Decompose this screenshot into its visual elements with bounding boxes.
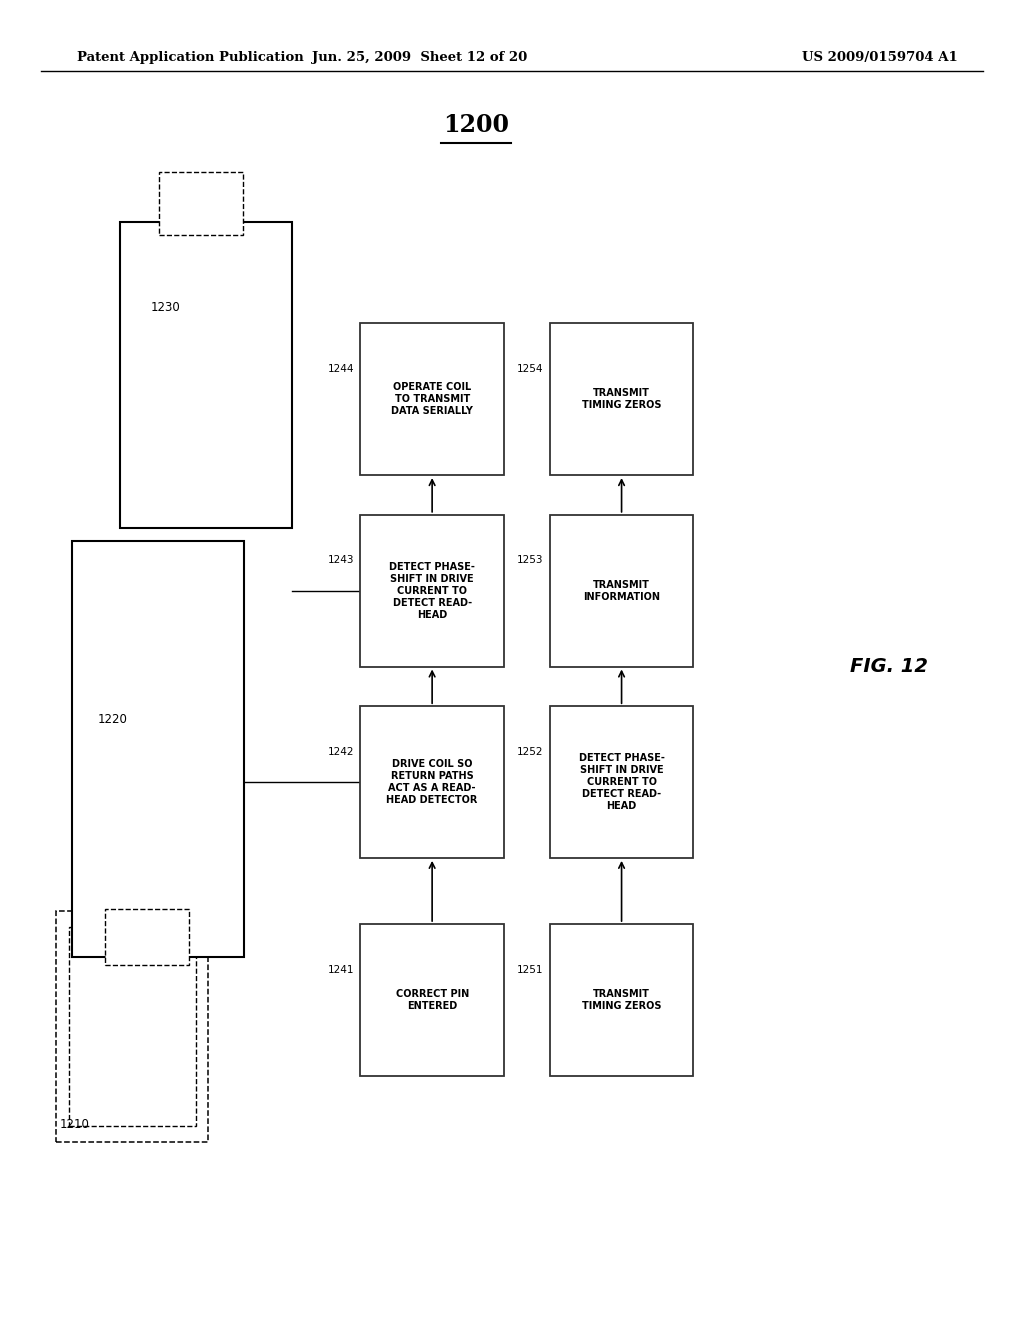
Text: DRIVE COIL SO
RETURN PATHS
ACT AS A READ-
HEAD DETECTOR: DRIVE COIL SO RETURN PATHS ACT AS A READ…: [386, 759, 478, 805]
Text: DETECT PHASE-
SHIFT IN DRIVE
CURRENT TO
DETECT READ-
HEAD: DETECT PHASE- SHIFT IN DRIVE CURRENT TO …: [389, 562, 475, 619]
Text: 1200: 1200: [443, 114, 509, 137]
Bar: [96, 573, 219, 925]
Bar: [72, 541, 244, 957]
Text: 1254: 1254: [517, 364, 544, 374]
Bar: [120, 222, 292, 528]
Text: 1253: 1253: [517, 556, 544, 565]
Bar: [360, 515, 504, 667]
Text: TRANSMIT
TIMING ZEROS: TRANSMIT TIMING ZEROS: [582, 388, 662, 411]
Text: CORRECT PIN
ENTERED: CORRECT PIN ENTERED: [395, 989, 469, 1011]
Text: 1220: 1220: [97, 714, 127, 726]
Text: TRANSMIT
TIMING ZEROS: TRANSMIT TIMING ZEROS: [582, 989, 662, 1011]
Bar: [130, 235, 282, 515]
Text: Jun. 25, 2009  Sheet 12 of 20: Jun. 25, 2009 Sheet 12 of 20: [312, 51, 527, 63]
Bar: [550, 323, 693, 475]
Bar: [360, 924, 504, 1076]
Text: Patent Application Publication: Patent Application Publication: [77, 51, 303, 63]
Text: FIG. 12: FIG. 12: [850, 657, 928, 676]
Bar: [144, 253, 267, 496]
Text: 1243: 1243: [328, 556, 354, 565]
Text: 1210: 1210: [59, 1118, 89, 1131]
Text: 1252: 1252: [517, 747, 544, 756]
Bar: [159, 172, 243, 235]
Bar: [550, 924, 693, 1076]
Text: DETECT PHASE-
SHIFT IN DRIVE
CURRENT TO
DETECT READ-
HEAD: DETECT PHASE- SHIFT IN DRIVE CURRENT TO …: [579, 754, 665, 810]
Bar: [360, 323, 504, 475]
Text: US 2009/0159704 A1: US 2009/0159704 A1: [802, 51, 957, 63]
Bar: [550, 515, 693, 667]
Text: 1244: 1244: [328, 364, 354, 374]
Text: 1241: 1241: [328, 965, 354, 974]
Text: 1230: 1230: [151, 301, 180, 314]
Bar: [360, 706, 504, 858]
Bar: [550, 706, 693, 858]
Bar: [105, 909, 189, 965]
Text: TRANSMIT
INFORMATION: TRANSMIT INFORMATION: [583, 579, 660, 602]
Text: 1242: 1242: [328, 747, 354, 756]
Bar: [69, 927, 196, 1126]
Bar: [56, 911, 208, 1142]
Text: 1251: 1251: [517, 965, 544, 974]
Bar: [82, 554, 233, 944]
Text: OPERATE COIL
TO TRANSMIT
DATA SERIALLY: OPERATE COIL TO TRANSMIT DATA SERIALLY: [391, 383, 473, 416]
